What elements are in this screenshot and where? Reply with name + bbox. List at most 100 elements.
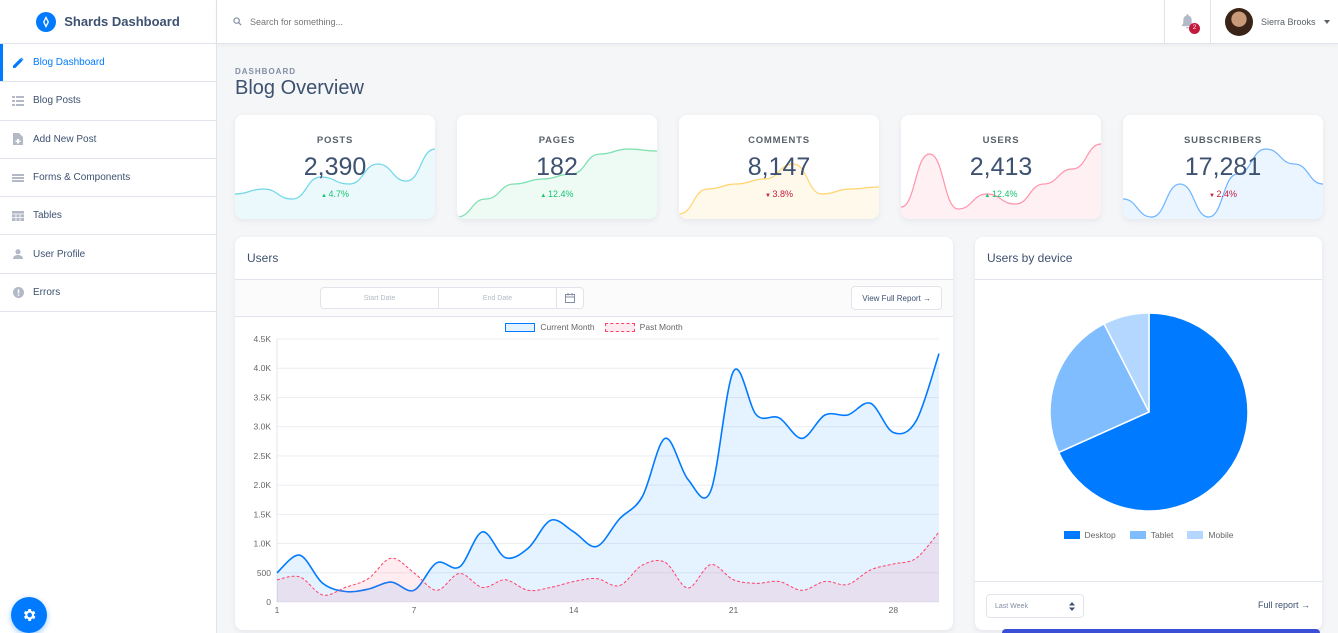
sparkline-line <box>457 148 657 218</box>
legend-swatch-current <box>505 322 536 332</box>
legend-past-month[interactable]: Past Month <box>604 322 683 332</box>
stat-label: USERS <box>982 135 1020 146</box>
view-full-report-button[interactable]: View Full Report → <box>851 286 942 310</box>
sparkline-line <box>679 163 879 215</box>
stat-card-users: USERS 2,413 ▲ 12.4% <box>901 115 1101 219</box>
sidebar-item-errors[interactable]: Errors <box>0 274 216 313</box>
sparkline-area <box>901 144 1101 219</box>
series-area-current-month <box>277 353 939 602</box>
start-date-input[interactable]: Start Date <box>321 288 439 308</box>
sparkline-area <box>457 149 657 219</box>
legend-current-month[interactable]: Current Month <box>505 322 595 332</box>
legend-item-desktop[interactable]: Desktop <box>1063 530 1116 540</box>
sparkline-area <box>235 149 435 219</box>
stat-change: ▼ 3.8% <box>679 189 879 199</box>
sidebar-item-label: User Profile <box>33 248 86 260</box>
calendar-button[interactable] <box>557 288 583 308</box>
sparkline <box>679 163 879 219</box>
legend-item-tablet[interactable]: Tablet <box>1129 530 1173 540</box>
person-icon <box>12 248 24 260</box>
sparkline <box>235 148 435 219</box>
sparkline-area <box>679 164 879 219</box>
sidebar-item-label: Forms & Components <box>33 172 131 184</box>
arrow-up-icon: ▲ <box>984 193 993 199</box>
pie-slice-tablet[interactable] <box>1049 322 1151 454</box>
arrow-up-icon: ▲ <box>320 193 329 199</box>
sidebar-item-blog-dashboard[interactable]: Blog Dashboard <box>0 44 216 83</box>
topbar: 2 Sierra Brooks <box>217 0 1338 44</box>
note-add-icon <box>12 133 24 146</box>
stat-change-value: 12.4% <box>548 189 574 199</box>
brand[interactable]: Shards Dashboard <box>0 0 216 44</box>
user-name: Sierra Brooks <box>1261 16 1316 27</box>
sidebar-item-user-profile[interactable]: User Profile <box>0 235 216 274</box>
arrow-down-icon: ▼ <box>1208 193 1217 199</box>
stat-change: ▲ 4.7% <box>235 189 435 199</box>
search-input[interactable] <box>250 16 550 27</box>
sidebar-item-tables[interactable]: Tables <box>0 197 216 236</box>
legend-item-mobile[interactable]: Mobile <box>1187 530 1233 540</box>
shards-logo-icon <box>36 11 57 32</box>
y-tick-label: 3.5K <box>254 392 272 402</box>
list-icon <box>12 95 24 107</box>
period-select[interactable]: Last Week <box>986 594 1084 618</box>
x-tick-label: 7 <box>412 605 417 615</box>
device-pie-legend: Desktop Tablet Mobile <box>975 530 1322 540</box>
full-report-link[interactable]: Full report → <box>1257 600 1310 610</box>
search-icon <box>233 17 242 26</box>
avatar <box>1225 7 1253 36</box>
stat-change: ▲ 12.4% <box>901 189 1101 199</box>
y-tick-label: 500 <box>257 568 271 578</box>
stat-card-pages: PAGES 182 ▲ 12.4% <box>457 115 657 219</box>
series-area-past-month <box>277 531 939 602</box>
sparkline <box>901 143 1101 219</box>
pie-slice-mobile[interactable] <box>1103 312 1150 413</box>
arrow-up-icon: ▲ <box>540 193 549 199</box>
sidebar-item-add-new-post[interactable]: Add New Post <box>0 121 216 159</box>
series-line-past-month <box>276 531 940 596</box>
device-pie-chart <box>1049 312 1249 512</box>
y-tick-label: 2.0K <box>254 480 272 490</box>
y-tick-label: 2.5K <box>254 451 272 461</box>
x-tick-label: 21 <box>729 605 739 615</box>
stat-label: POSTS <box>316 135 354 146</box>
stat-value: 17,281 <box>1184 153 1262 181</box>
notifications-button[interactable]: 2 <box>1164 0 1210 44</box>
sidebar-item-blog-posts[interactable]: Blog Posts <box>0 82 216 121</box>
stat-change: ▼ 2.4% <box>1123 189 1323 199</box>
y-tick-label: 1.5K <box>254 509 272 519</box>
stat-label: SUBSCRIBERS <box>1184 135 1262 146</box>
y-tick-label: 1.0K <box>254 539 272 549</box>
stat-value: 8,147 <box>747 153 811 181</box>
device-card-footer: Last Week Full report → <box>975 581 1322 630</box>
page-title: Blog Overview <box>235 77 364 99</box>
legend-swatch <box>1129 531 1146 539</box>
caret-down-icon <box>1323 19 1330 24</box>
stat-label: COMMENTS <box>748 135 810 146</box>
x-tick-label: 1 <box>275 605 280 615</box>
search-bar <box>217 16 1164 27</box>
user-menu[interactable]: Sierra Brooks <box>1210 0 1338 44</box>
stat-value: 2,413 <box>969 153 1033 181</box>
settings-gear-button[interactable] <box>11 597 47 633</box>
sidebar-item-label: Blog Posts <box>33 95 81 107</box>
sidebar-item-label: Errors <box>33 286 61 298</box>
users-chart-legend: Current Month Past Month <box>235 322 953 332</box>
error-icon <box>12 286 24 298</box>
sparkline-area <box>1123 149 1323 219</box>
sparkline-line <box>235 148 435 200</box>
pie-slice-desktop[interactable] <box>1057 312 1249 512</box>
sidebar-item-label: Add New Post <box>33 133 97 145</box>
stat-label: PAGES <box>538 135 576 146</box>
legend-label: Mobile <box>1208 530 1234 540</box>
notification-badge: 2 <box>1189 22 1200 34</box>
end-date-input[interactable]: End Date <box>439 288 557 308</box>
users-card: Users Start Date End Date View Full Repo… <box>235 237 953 630</box>
stat-change-value: 12.4% <box>992 189 1018 199</box>
stat-card-comments: COMMENTS 8,147 ▼ 3.8% <box>679 115 879 219</box>
device-card-title: Users by device <box>975 237 1322 280</box>
sidebar-item-forms-components[interactable]: Forms & Components <box>0 159 216 198</box>
gear-icon <box>23 609 36 621</box>
stat-change-value: 3.8% <box>772 189 794 199</box>
sidebar-item-label: Blog Dashboard <box>33 57 105 69</box>
